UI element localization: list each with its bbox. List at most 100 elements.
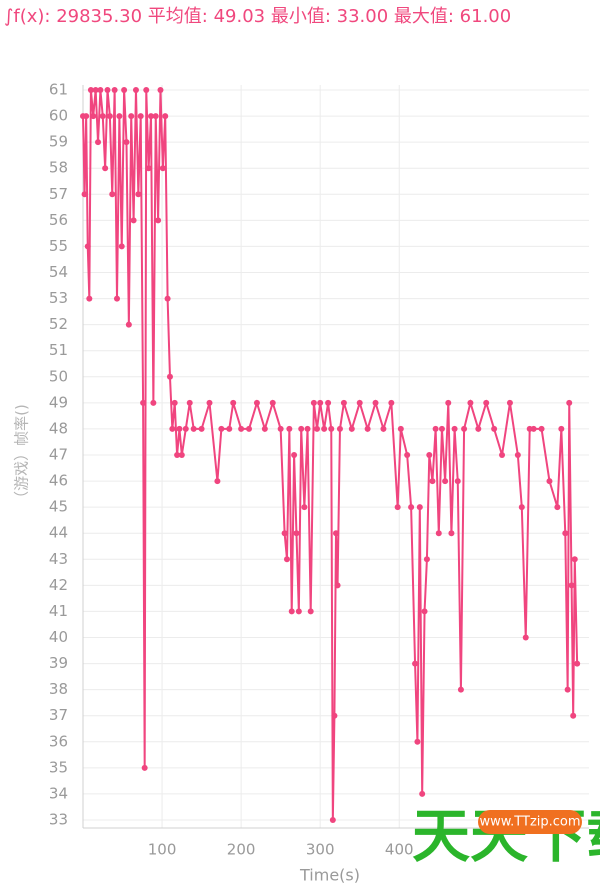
data-point	[283, 556, 290, 563]
data-point	[298, 425, 305, 432]
watermark-url: www.TTzip.com	[479, 815, 580, 830]
data-point	[499, 452, 506, 458]
data-point	[230, 399, 237, 406]
y-tick-label: 37	[49, 706, 68, 724]
data-point	[307, 608, 314, 615]
data-point	[408, 504, 415, 511]
data-point	[334, 582, 341, 589]
y-tick-label: 33	[49, 811, 68, 829]
y-tick-label: 35	[49, 758, 68, 776]
data-point	[429, 478, 436, 485]
data-point	[522, 634, 529, 641]
y-tick-label: 61	[49, 81, 68, 99]
data-point	[404, 452, 411, 458]
data-point	[483, 399, 490, 406]
y-tick-label: 42	[49, 576, 68, 594]
data-point	[321, 425, 328, 432]
data-point	[281, 530, 288, 537]
data-point	[84, 243, 91, 250]
data-point	[125, 321, 132, 328]
x-tick-label: 400	[385, 841, 414, 859]
data-point	[380, 425, 387, 432]
data-point	[169, 425, 176, 432]
data-point	[174, 452, 181, 458]
data-point	[568, 582, 575, 589]
data-point	[397, 425, 404, 432]
data-point	[530, 425, 537, 432]
data-point	[113, 295, 120, 302]
y-tick-label: 34	[49, 784, 68, 802]
y-tick-label: 53	[49, 289, 68, 307]
data-point	[571, 556, 578, 563]
data-point	[442, 478, 449, 485]
data-point	[143, 87, 150, 93]
data-point	[198, 425, 205, 432]
y-tick-label: 60	[49, 107, 68, 125]
data-point	[226, 425, 233, 432]
data-point	[288, 608, 295, 615]
data-point	[238, 425, 245, 432]
y-tick-label: 38	[49, 680, 68, 698]
data-point	[90, 113, 97, 120]
data-point	[164, 295, 171, 302]
data-point	[514, 452, 521, 458]
data-point	[86, 295, 93, 302]
data-point	[293, 530, 300, 537]
y-tick-label: 54	[49, 263, 68, 281]
data-point	[102, 165, 109, 172]
data-point	[147, 113, 154, 120]
y-tick-label: 49	[49, 393, 68, 411]
data-point	[348, 425, 355, 432]
data-point	[277, 425, 284, 432]
data-point	[329, 817, 336, 823]
data-point	[132, 87, 139, 93]
data-point	[435, 530, 442, 537]
y-tick-label: 59	[49, 133, 68, 151]
data-point	[135, 191, 142, 198]
data-point	[301, 504, 308, 511]
data-point	[304, 425, 311, 432]
data-point	[92, 87, 99, 93]
data-point	[150, 399, 157, 406]
data-point	[95, 139, 102, 146]
data-point	[128, 113, 135, 120]
data-point	[388, 399, 395, 406]
data-point	[574, 660, 581, 667]
data-point	[162, 113, 169, 120]
data-point	[130, 217, 137, 224]
data-point	[564, 686, 571, 693]
data-point	[331, 712, 338, 719]
plot: 33 34 35 36 37 38 39 40 41 42 43 44 45 46 47 48 49 50 51 52…	[49, 81, 589, 859]
data-point	[116, 113, 123, 120]
data-point	[328, 425, 335, 432]
data-point	[475, 425, 482, 432]
data-point	[412, 660, 419, 667]
data-point	[558, 425, 565, 432]
data-point	[182, 425, 189, 432]
data-point	[372, 399, 379, 406]
data-point	[317, 399, 324, 406]
data-point	[99, 113, 106, 120]
data-point	[461, 425, 468, 432]
data-point	[166, 373, 173, 380]
data-point	[467, 399, 474, 406]
data-point	[157, 87, 164, 93]
y-tick-label: 58	[49, 159, 68, 177]
data-point	[171, 399, 178, 406]
data-point	[421, 608, 428, 615]
data-point	[111, 87, 118, 93]
data-point	[176, 425, 183, 432]
data-point	[432, 425, 439, 432]
data-point	[190, 425, 197, 432]
data-point	[291, 452, 298, 458]
y-tick-label: 41	[49, 602, 68, 620]
y-tick-label: 39	[49, 654, 68, 672]
data-point	[269, 399, 276, 406]
y-tick-label: 40	[49, 628, 68, 646]
data-point	[364, 425, 371, 432]
data-point	[109, 191, 116, 198]
data-point	[253, 399, 260, 406]
y-tick-label: 48	[49, 419, 68, 437]
x-tick-label: 200	[227, 841, 256, 859]
